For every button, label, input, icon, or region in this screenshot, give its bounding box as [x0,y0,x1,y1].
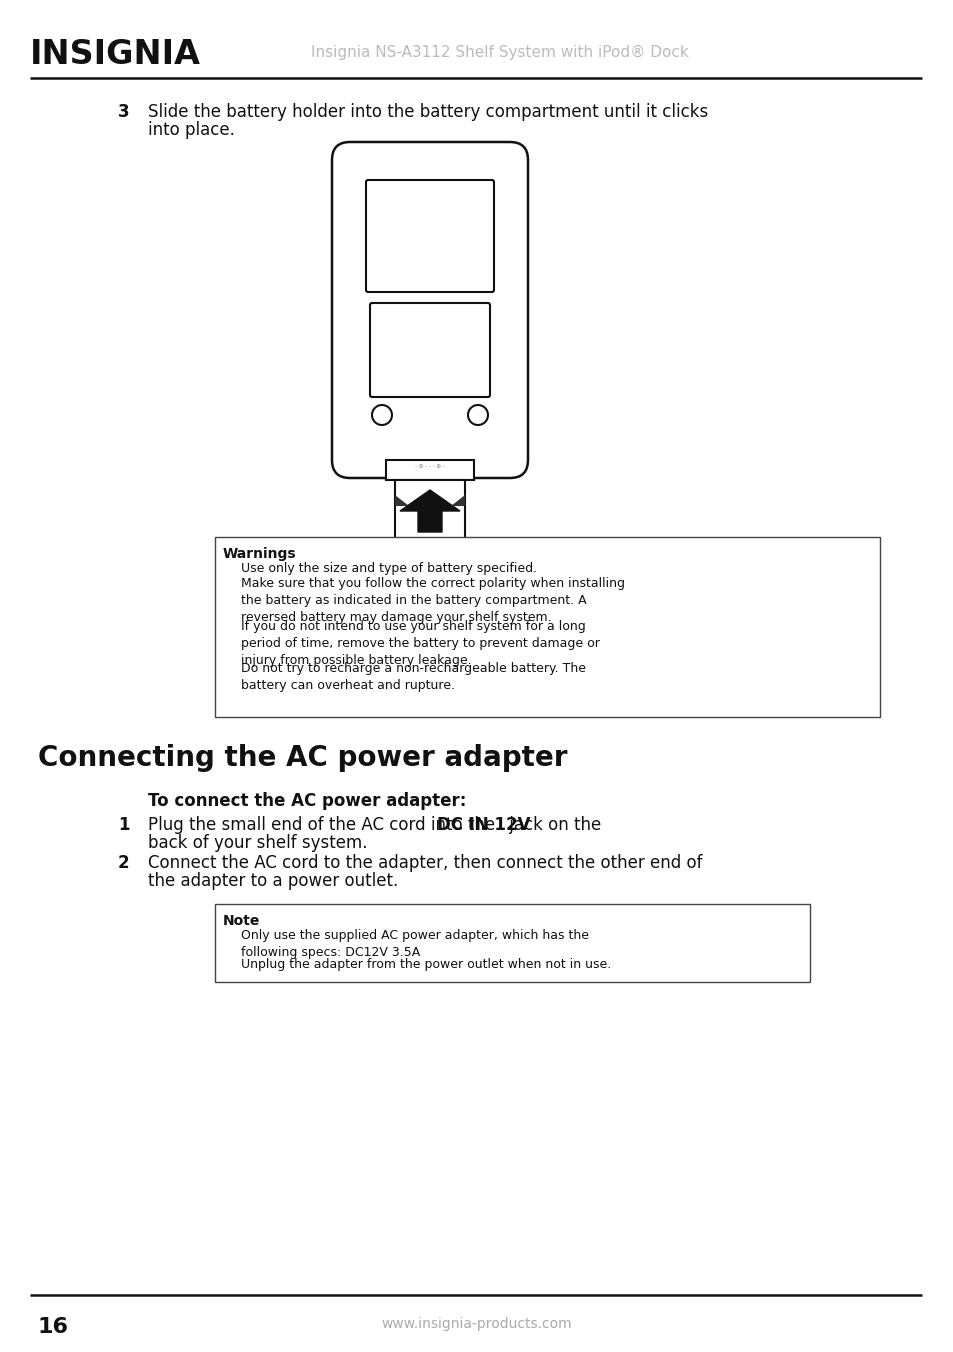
Text: Unplug the adapter from the power outlet when not in use.: Unplug the adapter from the power outlet… [241,959,611,971]
Bar [422,554,436,564]
Text: 2: 2 [118,854,130,872]
Text: 16: 16 [38,1317,69,1337]
Text: Use only the size and type of battery specified.: Use only the size and type of battery sp… [241,562,537,575]
FancyBboxPatch shape [370,303,490,397]
Text: Do not try to recharge a non-rechargeable battery. The
battery can overheat and : Do not try to recharge a non-rechargeabl… [241,662,585,692]
Bar [386,460,474,480]
FancyBboxPatch shape [332,142,527,479]
Bar [214,904,809,982]
Text: - ⊕ - - - ⊕ -: - ⊕ - - - ⊕ - [415,464,444,469]
Text: 1: 1 [118,817,130,834]
Text: Note: Note [223,914,260,927]
FancyBboxPatch shape [366,180,494,292]
Text: DC IN 12V: DC IN 12V [436,817,530,834]
Circle shape [468,406,488,425]
Text: www.insignia-products.com: www.insignia-products.com [381,1317,572,1330]
Polygon shape [451,495,464,506]
Text: If you do not intend to use your shelf system for a long
period of time, remove : If you do not intend to use your shelf s… [241,621,599,667]
Circle shape [372,406,392,425]
Text: Only use the supplied AC power adapter, which has the
following specs: DC12V 3.5: Only use the supplied AC power adapter, … [241,929,588,959]
Text: into place.: into place. [148,120,234,139]
Text: Insignia NS-A3112 Shelf System with iPod® Dock: Insignia NS-A3112 Shelf System with iPod… [311,45,688,59]
Text: 3: 3 [118,103,130,120]
Text: back of your shelf system.: back of your shelf system. [148,834,367,852]
Polygon shape [399,489,459,531]
Text: Plug the small end of the AC cord into the: Plug the small end of the AC cord into t… [148,817,500,834]
Text: INSIGNIA: INSIGNIA [30,38,201,72]
Bar [395,480,464,539]
Text: Warnings: Warnings [223,548,296,561]
Text: Make sure that you follow the correct polarity when installing
the battery as in: Make sure that you follow the correct po… [241,577,624,625]
Bar [214,537,879,717]
Bar [409,539,451,554]
Polygon shape [395,495,409,506]
Text: Connect the AC cord to the adapter, then connect the other end of: Connect the AC cord to the adapter, then… [148,854,701,872]
Text: the adapter to a power outlet.: the adapter to a power outlet. [148,872,397,890]
Text: jack on the: jack on the [503,817,600,834]
Text: To connect the AC power adapter:: To connect the AC power adapter: [148,792,466,810]
Text: Slide the battery holder into the battery compartment until it clicks: Slide the battery holder into the batter… [148,103,707,120]
Text: Connecting the AC power adapter: Connecting the AC power adapter [38,744,567,772]
